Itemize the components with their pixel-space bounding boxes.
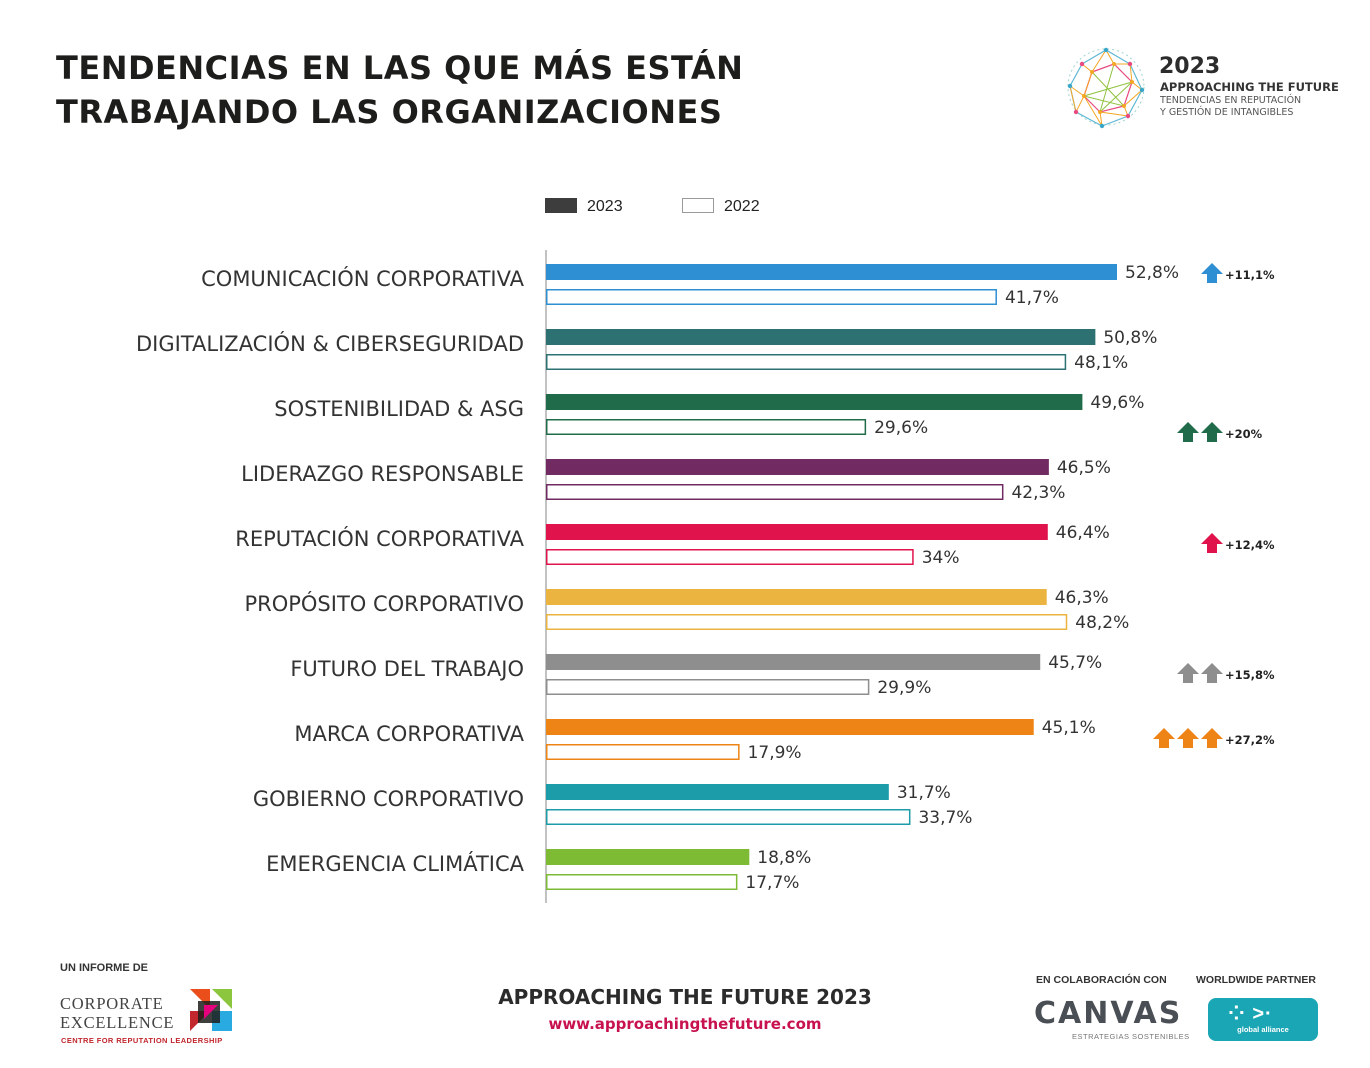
- collab-label: EN COLABORACIÓN CON: [1036, 974, 1167, 986]
- legend-label-2023: 2023: [587, 198, 623, 215]
- report-url-link[interactable]: www.approachingthefuture.com: [548, 1015, 822, 1033]
- data-label-2023: 18,8%: [757, 848, 811, 868]
- bar-2022: [546, 614, 1068, 630]
- partner-label: WORLDWIDE PARTNER: [1196, 974, 1316, 986]
- globe-logo-icon: [1067, 47, 1145, 129]
- bar-2023: [546, 329, 1096, 345]
- up-arrow-icon: [1201, 728, 1223, 748]
- bar-chart: COMUNICACIÓN CORPORATIVA 52,8% 41,7% DIGITA…: [136, 250, 1275, 903]
- org-name-line-2: EXCELLENCE: [60, 1013, 175, 1032]
- up-arrow-icon: [1177, 422, 1199, 442]
- change-label: +15,8%: [1225, 668, 1275, 682]
- change-label: +20%: [1225, 427, 1263, 441]
- org-tagline: CENTRE FOR REPUTATION LEADERSHIP: [61, 1036, 223, 1045]
- up-arrow-icon: [1201, 263, 1223, 283]
- category-label: LIDERAZGO RESPONSABLE: [241, 462, 524, 486]
- brand-subtitle-1: TENDENCIAS EN REPUTACIÓN: [1160, 95, 1302, 106]
- bar-2023: [546, 849, 750, 865]
- brand-name: APPROACHING THE FUTURE: [1160, 80, 1339, 94]
- up-arrow-icon: [1201, 422, 1223, 442]
- data-label-2022: 29,9%: [877, 678, 931, 698]
- up-arrow-icon: [1201, 663, 1223, 683]
- data-label-2023: 52,8%: [1125, 263, 1179, 283]
- bar-2023: [546, 589, 1047, 605]
- category-label: MARCA CORPORATIVA: [294, 722, 524, 746]
- data-label-2022: 29,6%: [874, 418, 928, 438]
- legend-item-2023: 2023: [545, 198, 623, 216]
- report-name: APPROACHING THE FUTURE 2023: [498, 985, 872, 1009]
- data-label-2023: 46,5%: [1057, 458, 1111, 478]
- bar-2022: [546, 484, 1004, 500]
- legend-swatch-2023: [545, 198, 577, 213]
- bar-2023: [546, 264, 1117, 280]
- up-arrow-icon: [1177, 728, 1199, 748]
- bar-2022: [546, 419, 867, 435]
- up-arrow-icon: [1153, 728, 1175, 748]
- brand-block: 2023 APPROACHING THE FUTURE TENDENCIAS E…: [1062, 42, 1352, 134]
- bar-2023: [546, 394, 1083, 410]
- up-arrow-icon: [1201, 533, 1223, 553]
- data-label-2022: 41,7%: [1005, 288, 1059, 308]
- bar-2022: [546, 549, 914, 565]
- change-label: +11,1%: [1225, 268, 1275, 282]
- bar-2022: [546, 354, 1067, 370]
- bar-2022: [546, 809, 911, 825]
- title-line-1: TENDENCIAS EN LAS QUE MÁS ESTÁN: [56, 49, 744, 87]
- data-label-2022: 33,7%: [918, 808, 972, 828]
- category-label: GOBIERNO CORPORATIVO: [253, 787, 524, 811]
- canvas-logo: CANVAS: [1034, 996, 1183, 1031]
- data-label-2023: 31,7%: [897, 783, 951, 803]
- category-label: REPUTACIÓN CORPORATIVA: [235, 526, 524, 551]
- up-arrow-icon: [1177, 663, 1199, 683]
- report-footer: APPROACHING THE FUTURE 2023 www.approach…: [440, 985, 930, 1033]
- brand-year: 2023: [1159, 54, 1221, 79]
- category-label: PROPÓSITO CORPORATIVO: [244, 591, 524, 616]
- legend-item-2022: 2022: [682, 198, 760, 216]
- bar-2023: [546, 719, 1034, 735]
- legend-label-2022: 2022: [724, 198, 760, 215]
- change-label: +12,4%: [1225, 538, 1275, 552]
- canvas-tagline: ESTRATEGIAS SOSTENIBLES: [1072, 1032, 1190, 1041]
- data-label-2022: 17,9%: [748, 743, 802, 763]
- data-label-2022: 17,7%: [745, 873, 799, 893]
- partner-name: global alliance: [1237, 1025, 1289, 1034]
- data-label-2023: 50,8%: [1103, 328, 1157, 348]
- category-label: FUTURO DEL TRABAJO: [290, 657, 524, 681]
- bar-2023: [546, 459, 1049, 475]
- page-title: TENDENCIAS EN LAS QUE MÁS ESTÁN TRABAJAN…: [56, 46, 816, 134]
- report-author-block: UN INFORME DE CORPORATE EXCELLENCE CENTR…: [60, 962, 320, 1052]
- data-label-2023: 46,3%: [1055, 588, 1109, 608]
- category-label: SOSTENIBILIDAD & ASG: [274, 397, 524, 421]
- global-alliance-symbol-icon: ⁘ >·: [1228, 1003, 1273, 1025]
- data-label-2023: 49,6%: [1090, 393, 1144, 413]
- bar-2022: [546, 679, 870, 695]
- data-label-2022: 34%: [922, 548, 960, 568]
- bar-2022: [546, 744, 740, 760]
- title-line-2: TRABAJANDO LAS ORGANIZACIONES: [56, 93, 723, 131]
- category-label: DIGITALIZACIÓN & CIBERSEGURIDAD: [136, 331, 524, 356]
- category-label: EMERGENCIA CLIMÁTICA: [266, 851, 524, 876]
- bar-2022: [546, 874, 738, 890]
- change-label: +27,2%: [1225, 733, 1275, 747]
- data-label-2023: 46,4%: [1056, 523, 1110, 543]
- data-label-2022: 48,2%: [1075, 613, 1129, 633]
- report-by-label: UN INFORME DE: [60, 962, 148, 974]
- data-label-2023: 45,1%: [1042, 718, 1096, 738]
- data-label-2023: 45,7%: [1048, 653, 1102, 673]
- data-label-2022: 42,3%: [1011, 483, 1065, 503]
- brand-subtitle-2: Y GESTIÓN DE INTANGIBLES: [1160, 107, 1294, 118]
- legend-swatch-2022: [682, 198, 714, 213]
- bar-2022: [546, 289, 997, 305]
- category-label: COMUNICACIÓN CORPORATIVA: [201, 266, 525, 291]
- bar-2023: [546, 524, 1048, 540]
- org-name-line-1: CORPORATE: [60, 994, 164, 1013]
- data-label-2022: 48,1%: [1074, 353, 1128, 373]
- corporate-excellence-logo-icon: [190, 989, 232, 1031]
- bar-2023: [546, 654, 1041, 670]
- bar-2023: [546, 784, 889, 800]
- global-alliance-logo: ⁘ >· global alliance: [1208, 998, 1318, 1041]
